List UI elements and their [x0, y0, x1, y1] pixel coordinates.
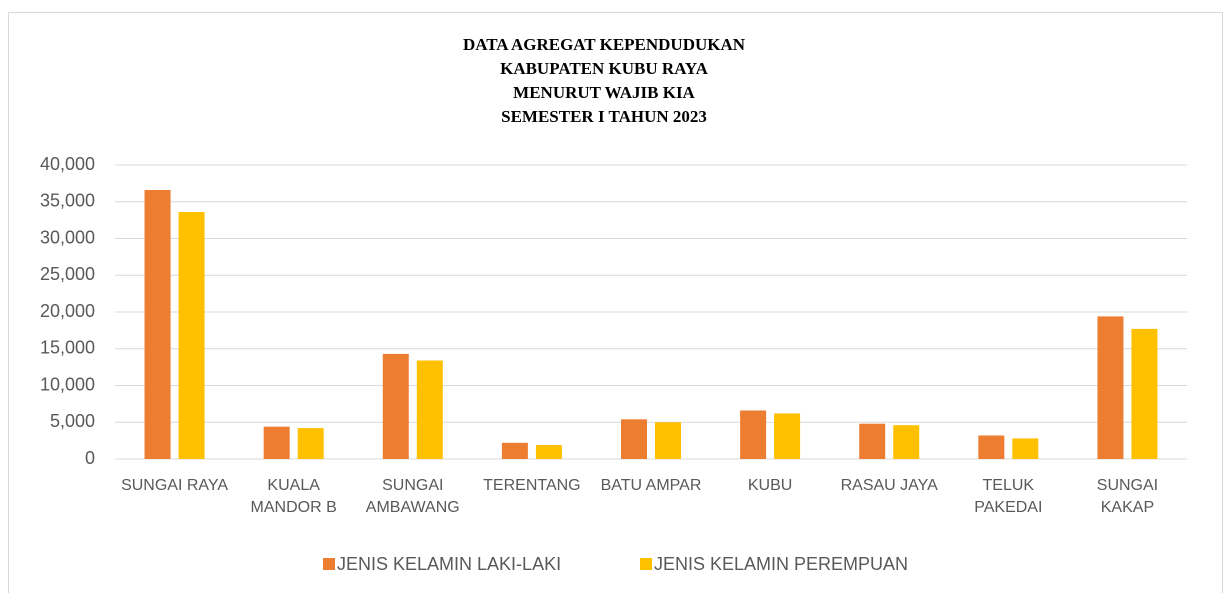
y-tick-label: 20,000: [40, 301, 95, 321]
bar: [382, 353, 409, 459]
legend-label: JENIS KELAMIN LAKI-LAKI: [337, 554, 561, 574]
y-tick-label: 35,000: [40, 191, 95, 211]
y-tick-label: 0: [85, 448, 95, 468]
x-tick-label: TERENTANG: [483, 477, 580, 494]
bar: [621, 419, 647, 459]
x-tick-label: RASAU JAYA: [841, 477, 939, 494]
x-tick-label: KUALA: [267, 477, 320, 494]
bar: [501, 442, 528, 459]
y-tick-label: 15,000: [40, 338, 95, 358]
chart-title: MENURUT WAJIB KIA: [513, 83, 695, 102]
x-tick-label: KAKAP: [1101, 499, 1154, 516]
bar: [740, 410, 767, 459]
chart-title: KABUPATEN KUBU RAYA: [500, 59, 709, 78]
x-tick-label: PAKEDAI: [974, 499, 1042, 516]
x-tick-label: BATU AMPAR: [601, 477, 702, 494]
chart-title: DATA AGREGAT KEPENDUDUKAN: [463, 35, 746, 54]
x-tick-label: SUNGAI: [382, 477, 443, 494]
bar: [535, 445, 562, 459]
bar: [178, 212, 205, 459]
y-tick-label: 10,000: [40, 374, 95, 394]
x-tick-label: KUBU: [748, 477, 792, 494]
x-tick-label: MANDOR B: [251, 499, 337, 516]
y-tick-label: 5,000: [50, 411, 95, 431]
bar: [416, 360, 443, 459]
x-tick-label: SUNGAI: [1097, 477, 1158, 494]
x-tick-label: SUNGAI RAYA: [121, 477, 228, 494]
x-tick-label: TELUK: [983, 477, 1035, 494]
bar: [1097, 316, 1124, 459]
chart-frame: [8, 12, 1223, 593]
bar: [1131, 328, 1158, 459]
bar: [144, 189, 171, 460]
chart-title: SEMESTER I TAHUN 2023: [501, 107, 707, 126]
legend-label: JENIS KELAMIN PEREMPUAN: [654, 554, 908, 574]
bar: [978, 435, 1005, 459]
bar: [655, 422, 681, 459]
legend-swatch: [640, 558, 652, 570]
bar: [263, 426, 290, 459]
bar: [297, 428, 324, 459]
legend-swatch: [323, 558, 335, 570]
y-tick-label: 30,000: [40, 227, 95, 247]
bar: [893, 425, 920, 459]
bar: [774, 413, 801, 459]
y-tick-label: 40,000: [40, 154, 95, 174]
y-tick-label: 25,000: [40, 264, 95, 284]
bar: [859, 423, 886, 459]
bar: [1012, 438, 1039, 459]
x-tick-label: AMBAWANG: [366, 499, 460, 516]
